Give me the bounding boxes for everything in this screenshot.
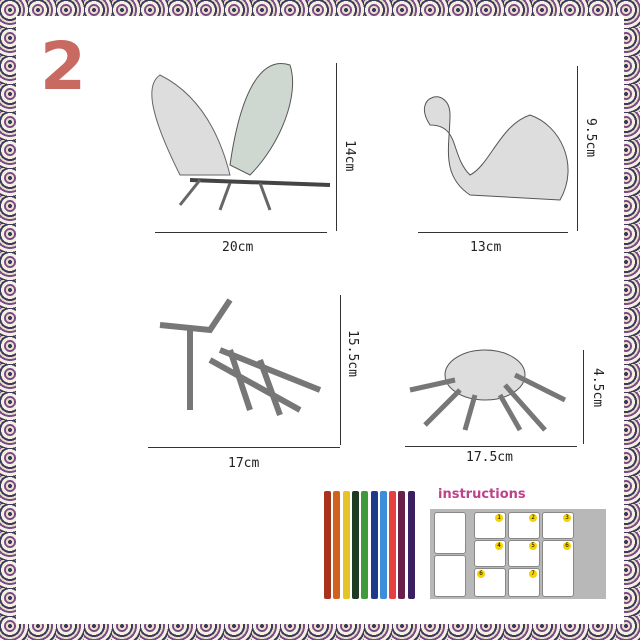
mantis-height: 15.5cm [345,330,360,377]
step-number: 2 [529,514,537,522]
spider-height-line [583,350,584,444]
step-number: 1 [495,514,503,522]
swan-model [423,96,569,201]
step-panel: 6 [474,568,506,597]
butterfly-model [151,63,331,211]
swan-height: 9.5cm [583,118,598,158]
spider-height: 4.5cm [590,368,605,408]
butterfly-width: 20cm [222,240,254,255]
swan-width-line [418,232,568,233]
image-number: 2 [40,28,86,105]
instruction-sheet: instructions 1 2 3 4 5 6 6 7 [428,485,614,603]
marker-pen [333,491,341,599]
step-number: 4 [495,542,503,550]
butterfly-height: 14cm [342,140,357,172]
step-panel: 4 [474,540,506,567]
butterfly-height-line [336,63,337,231]
parts-sheet [434,555,466,597]
step-panel: 1 [474,512,506,539]
marker-pen [370,491,378,599]
mantis-width-line [148,447,340,448]
step-panel: 6 [542,540,574,597]
butterfly-width-line [155,232,327,233]
mantis-height-line [340,295,341,445]
swan-width: 13cm [470,240,502,255]
marker-pen [389,491,397,599]
marker-pen [398,491,406,599]
step-number: 3 [563,514,571,522]
instructions-title: instructions [438,487,526,502]
step-panel: 5 [508,540,540,567]
step-panel: 3 [542,512,574,539]
marker-pen [407,491,415,599]
step-number: 5 [529,542,537,550]
marker-pen [342,491,350,599]
sheet-body: 1 2 3 4 5 6 6 7 [430,509,606,599]
spider-width: 17.5cm [466,450,513,465]
marker-pen [324,491,331,599]
step-number: 6 [563,542,571,550]
mantis-model [159,298,322,417]
step-number: 6 [477,570,485,578]
marker-pen [361,491,369,599]
marker-pen [351,491,359,599]
parts-sheet [434,512,466,554]
spider-model [409,349,567,432]
marker-pen [379,491,387,599]
spider-width-line [405,446,577,447]
step-panel: 7 [508,568,540,597]
swan-height-line [577,66,578,231]
step-panel: 2 [508,512,540,539]
mantis-width: 17cm [228,456,260,471]
step-number: 7 [529,570,537,578]
